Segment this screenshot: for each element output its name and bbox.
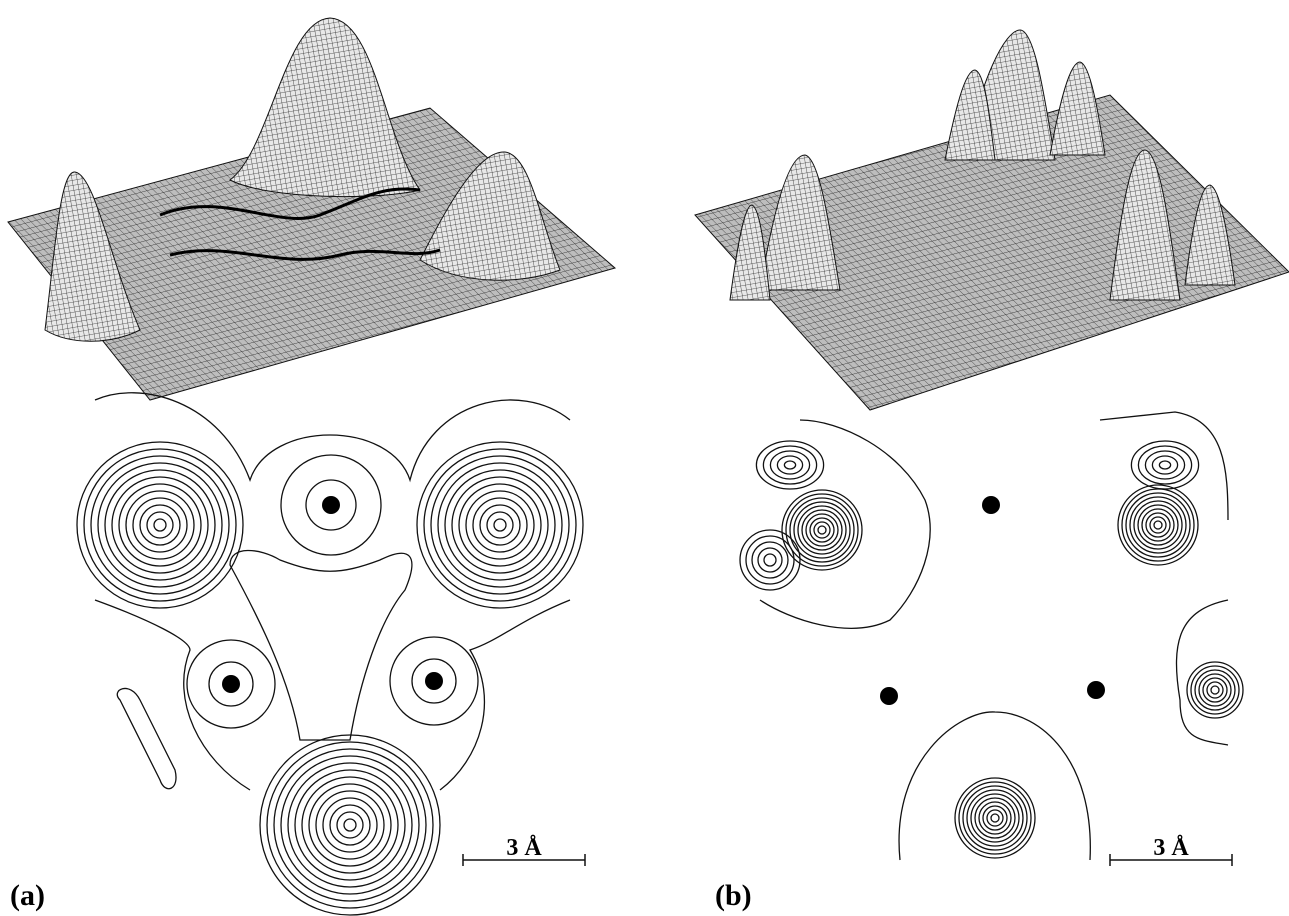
contour <box>133 498 187 552</box>
atom <box>982 496 1000 514</box>
contour <box>330 805 370 845</box>
contour <box>1207 682 1223 698</box>
contour <box>786 494 858 566</box>
contour <box>971 794 1019 842</box>
contour <box>473 498 527 552</box>
contour <box>323 798 377 852</box>
contour <box>818 526 826 534</box>
contour <box>1138 446 1191 484</box>
contour <box>1199 674 1231 706</box>
contour <box>1211 686 1219 694</box>
panel-label: (b) <box>715 879 752 912</box>
contour <box>84 449 236 601</box>
page: {"panels": [{"label": "(a)", "scale_bar"… <box>0 0 1289 916</box>
contour <box>802 510 842 550</box>
contour <box>756 441 823 489</box>
contour <box>1126 493 1190 557</box>
atom <box>880 687 898 705</box>
contour-outline <box>760 412 1228 745</box>
contour <box>1142 509 1174 541</box>
contour <box>77 442 243 608</box>
contour <box>438 463 562 587</box>
contour <box>309 784 391 866</box>
contour <box>288 763 412 887</box>
contour <box>260 735 440 915</box>
contour <box>979 802 1011 834</box>
panel-label: (a) <box>10 879 45 912</box>
contour <box>777 456 802 474</box>
contour <box>1145 451 1184 479</box>
contour <box>1131 441 1198 489</box>
scale-bar-label: 3 Å <box>1153 835 1189 861</box>
contour <box>814 522 830 538</box>
contour <box>758 548 782 572</box>
atom <box>322 496 340 514</box>
contour <box>1159 461 1170 469</box>
contour <box>1191 666 1239 714</box>
contour-outline <box>95 393 570 790</box>
contour <box>98 463 222 587</box>
contour <box>295 770 405 880</box>
contour <box>798 506 846 554</box>
atom <box>222 675 240 693</box>
contour <box>1195 670 1235 710</box>
contour <box>230 550 412 740</box>
figure: 3 Å 3 Å (a) (b) <box>0 0 1289 916</box>
contour <box>963 786 1027 850</box>
contour <box>274 749 426 901</box>
scale-bars <box>463 854 1232 866</box>
contour <box>1150 517 1166 533</box>
contour <box>267 742 433 908</box>
contour <box>154 519 166 531</box>
contour <box>424 449 576 601</box>
contour <box>417 442 583 608</box>
peak <box>230 18 420 197</box>
contour <box>1134 501 1182 549</box>
peak <box>1050 62 1105 155</box>
contour <box>445 470 555 580</box>
contour <box>119 484 201 566</box>
surface-b <box>695 30 1289 410</box>
contour <box>487 512 513 538</box>
contour <box>784 461 795 469</box>
contour <box>316 791 384 859</box>
contour <box>147 512 173 538</box>
contour <box>1152 456 1177 474</box>
contour <box>126 491 194 559</box>
contour <box>344 819 356 831</box>
contour <box>763 446 816 484</box>
atom <box>425 672 443 690</box>
contour <box>746 536 794 584</box>
contour <box>494 519 506 531</box>
contour <box>1122 489 1194 561</box>
contour <box>987 810 1003 826</box>
contour <box>975 798 1015 838</box>
contour <box>1154 521 1162 529</box>
contour <box>991 814 999 822</box>
contour <box>459 484 541 566</box>
contour <box>337 812 363 838</box>
contour <box>764 554 776 566</box>
contour <box>1138 505 1178 545</box>
contour <box>959 782 1031 854</box>
contour <box>480 505 520 545</box>
contour-maps <box>77 393 1243 915</box>
contour <box>105 470 215 580</box>
contour <box>740 530 800 590</box>
contour <box>770 451 809 479</box>
contour <box>117 688 176 788</box>
atoms <box>222 496 1105 705</box>
surface-a <box>8 18 615 400</box>
contour <box>140 505 180 545</box>
contour <box>806 514 838 546</box>
scale-bar-label: 3 Å <box>506 835 542 861</box>
atom <box>1087 681 1105 699</box>
contour <box>466 491 534 559</box>
